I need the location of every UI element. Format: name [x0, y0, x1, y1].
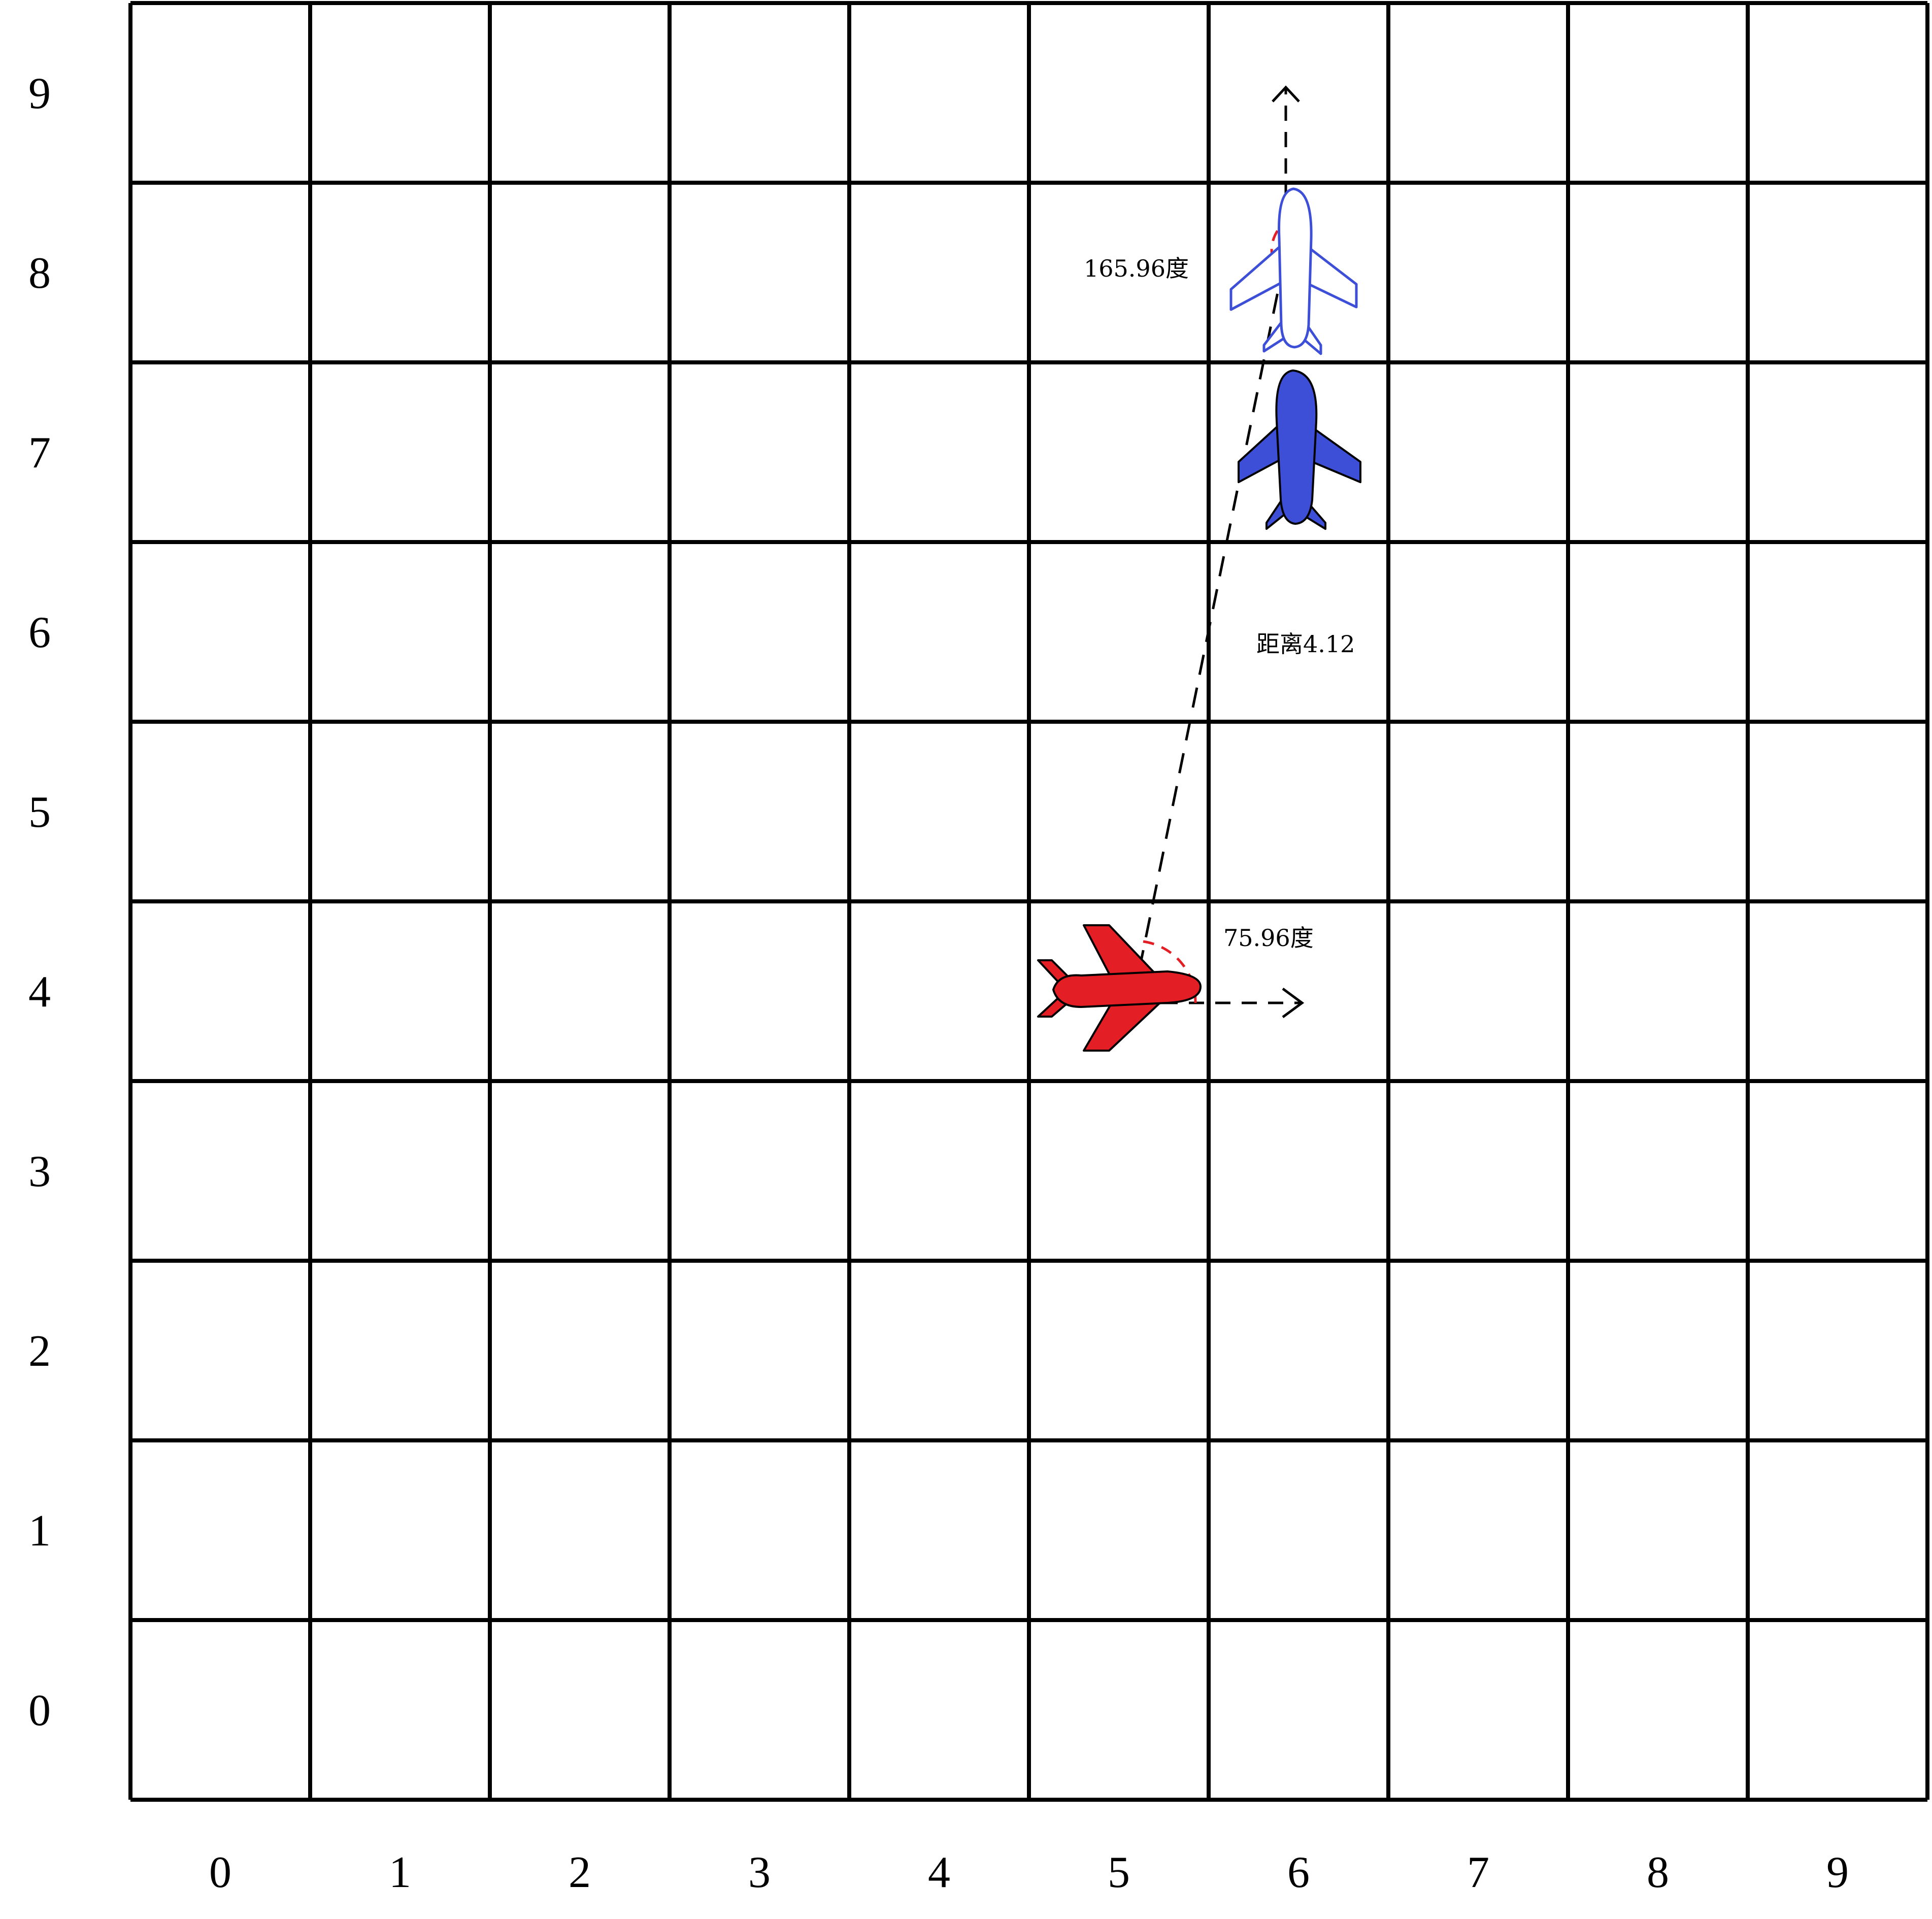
y-tick-label: 7 [28, 428, 51, 478]
blue-airplane-icon [1238, 369, 1361, 530]
distance-label: 距离4.12 [1256, 630, 1355, 658]
ghost-heading-arrowhead [1272, 85, 1300, 103]
y-tick-label: 0 [28, 1686, 51, 1735]
y-tick-label: 3 [28, 1147, 51, 1196]
x-tick-label: 2 [569, 1848, 591, 1897]
y-tick-label: 4 [28, 967, 51, 1017]
x-tick-label: 5 [1108, 1848, 1130, 1897]
y-tick-label: 9 [28, 69, 51, 118]
x-tick-label: 8 [1647, 1848, 1669, 1897]
ghost-airplane-icon [1229, 187, 1358, 355]
line-of-sight [1131, 252, 1287, 1003]
y-tick-label: 2 [28, 1327, 51, 1376]
y-tick-label: 1 [28, 1506, 51, 1556]
y-tick-label: 8 [28, 249, 51, 298]
guide-lines [1131, 85, 1305, 1019]
y-tick-label: 6 [28, 608, 51, 657]
x-tick-label: 4 [928, 1848, 950, 1897]
x-tick-label: 3 [748, 1848, 771, 1897]
red-angle-arc [1143, 940, 1197, 1003]
grid-lines [128, 1, 1929, 1802]
x-tick-label: 7 [1467, 1848, 1489, 1897]
angle-label-ghost: 165.96度 [1084, 255, 1189, 282]
x-tick-label: 1 [389, 1848, 411, 1897]
red-airplane-icon [1037, 924, 1202, 1052]
angle-label-red: 75.96度 [1223, 924, 1314, 952]
x-tick-label: 6 [1287, 1848, 1310, 1897]
y-axis-ticks: 0 1 2 3 4 5 6 7 8 9 [28, 69, 51, 1735]
red-heading-arrowhead [1282, 987, 1305, 1019]
x-tick-label: 9 [1826, 1848, 1849, 1897]
x-tick-label: 0 [209, 1848, 231, 1897]
x-axis-ticks: 0 1 2 3 4 5 6 7 8 9 [209, 1848, 1849, 1897]
y-tick-label: 5 [28, 788, 51, 837]
